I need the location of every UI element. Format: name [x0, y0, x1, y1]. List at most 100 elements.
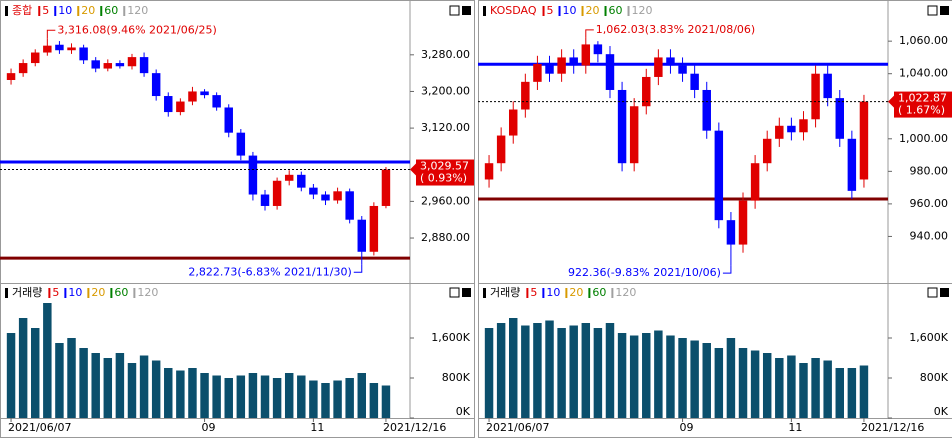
legend-ma: 10 — [563, 4, 577, 17]
candle-body — [370, 206, 378, 252]
candle-body — [618, 90, 626, 163]
legend-ma: 20 — [586, 4, 600, 17]
candle-body — [321, 195, 329, 201]
candle-body — [285, 175, 293, 181]
candle-body — [606, 54, 614, 90]
window-button[interactable] — [928, 6, 937, 15]
legend-icon — [5, 6, 8, 16]
volume-bar — [152, 361, 160, 419]
y-tick-label: 1,600K — [431, 331, 470, 344]
candle-body — [787, 126, 795, 133]
legend-name: 종합 — [12, 4, 32, 17]
candle-body — [763, 139, 771, 163]
volume-bar — [297, 376, 305, 419]
candle-body — [557, 57, 565, 73]
volume-bar — [751, 351, 759, 419]
legend-ma: 10 — [58, 4, 72, 17]
annotation-arrow — [354, 264, 362, 272]
candle-body — [678, 66, 686, 74]
window-button[interactable] — [928, 288, 937, 297]
volume-bar — [630, 336, 638, 419]
legend-icon — [133, 288, 135, 298]
volume-bar — [261, 376, 269, 419]
candle-body — [43, 46, 51, 53]
legend-ma: 5 — [547, 4, 554, 17]
window-button[interactable] — [462, 288, 471, 297]
legend-ma: 60 — [592, 286, 606, 299]
legend-icon — [123, 6, 125, 16]
window-button[interactable] — [940, 288, 949, 297]
candle-body — [140, 57, 148, 73]
candle-body — [91, 60, 99, 68]
annotation: 2,822.73(-6.83% 2021/11/30) — [188, 265, 351, 278]
candle-body — [164, 96, 172, 112]
legend-icon — [565, 288, 567, 298]
volume-bar — [333, 381, 341, 419]
volume-bar — [497, 323, 505, 418]
annotation: 922.36(-9.83% 2021/10/06) — [568, 266, 721, 279]
candle-body — [533, 64, 541, 82]
volume-bar — [249, 373, 257, 418]
volume-bar — [823, 361, 831, 419]
volume-bar — [763, 353, 771, 418]
volume-bar — [799, 363, 807, 418]
volume-bar — [225, 378, 233, 418]
y-tick-label: 3,120.00 — [421, 121, 470, 134]
legend-icon — [588, 288, 590, 298]
window-button[interactable] — [450, 288, 459, 297]
volume-bar — [739, 348, 747, 418]
annotation-arrow — [723, 265, 731, 273]
annotation-arrow — [47, 30, 55, 38]
legend-icon — [483, 6, 486, 16]
y-tick-label: 1,000.00 — [899, 132, 948, 145]
x-tick-label: 2021/06/07 — [486, 421, 549, 434]
volume-bar — [678, 338, 686, 418]
window-button[interactable] — [462, 6, 471, 15]
y-tick-label: 0K — [934, 405, 949, 418]
x-tick-label: 09 — [202, 421, 216, 434]
window-button[interactable] — [940, 6, 949, 15]
volume-bar — [860, 366, 868, 419]
legend-icon — [54, 6, 56, 16]
volume-bar — [345, 378, 353, 418]
volume-bar — [200, 373, 208, 418]
window-button[interactable] — [450, 6, 459, 15]
volume-bar — [321, 383, 329, 418]
annotation: 1,062.03(3.83% 2021/08/06) — [596, 23, 755, 36]
candle-body — [594, 44, 602, 54]
candle-body — [176, 102, 184, 113]
candle-body — [358, 220, 366, 252]
volume-bar — [509, 318, 517, 418]
volume-bar — [285, 373, 293, 418]
legend-icon — [559, 6, 561, 16]
legend-icon — [38, 6, 40, 16]
candle-body — [860, 102, 868, 180]
volume-bar — [273, 378, 281, 418]
legend-name: KOSDAQ — [490, 4, 537, 17]
volume-bar — [140, 356, 148, 419]
legend-ma: 5 — [530, 286, 537, 299]
legend-icon — [582, 6, 584, 16]
volume-bar — [642, 333, 650, 418]
candle-body — [654, 57, 662, 77]
candle-body — [31, 53, 39, 64]
candle-body — [690, 74, 698, 90]
volume-bar — [545, 321, 553, 419]
candle-body — [569, 57, 577, 65]
volume-bar — [557, 328, 565, 418]
y-tick-label: 3,200.00 — [421, 84, 470, 97]
volume-bar — [188, 368, 196, 418]
volume-bar — [690, 341, 698, 419]
y-tick-label: 1,040.00 — [899, 67, 948, 80]
candle-body — [55, 45, 63, 50]
volume-bar — [485, 328, 493, 418]
volume-bar — [848, 368, 856, 418]
volume-bar — [7, 333, 15, 418]
legend-ma: 20 — [81, 4, 95, 17]
candle-body — [297, 175, 305, 188]
y-tick-label: 800K — [442, 371, 471, 384]
y-tick-label: 980.00 — [910, 164, 949, 177]
legend-ma: 20 — [91, 286, 105, 299]
candle-body — [848, 139, 856, 191]
candle-body — [582, 44, 590, 65]
